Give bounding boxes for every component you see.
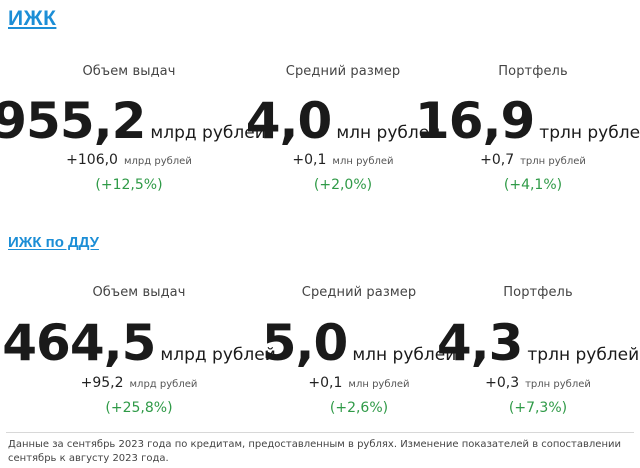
card-portfolio: Портфель 16,9 трлн рублей +0,7 трлн рубл… xyxy=(415,0,640,200)
delta-unit: млрд рублей xyxy=(123,156,192,167)
delta-value: +95,2 xyxy=(80,375,124,391)
main-value-row: 4,0 млн рублей xyxy=(246,96,441,146)
card-label: Портфель xyxy=(503,285,573,300)
delta-percent: (+2,6%) xyxy=(329,400,389,416)
main-value-row: 464,5 млрд рублей xyxy=(2,318,276,368)
delta-value: +0,3 xyxy=(485,375,520,391)
delta-unit: трлн рублей xyxy=(525,379,591,390)
delta-percent: (+25,8%) xyxy=(105,400,173,416)
delta-unit: млн рублей xyxy=(348,379,410,390)
main-unit: млрд рублей xyxy=(160,345,276,365)
card-label: Средний размер xyxy=(301,285,417,300)
delta-row: +0,1 млн рублей xyxy=(266,375,452,391)
main-unit: трлн рублей xyxy=(527,345,640,365)
footnote: Данные за сентябрь 2023 года по кредитам… xyxy=(8,439,621,464)
main-value-row: 4,3 трлн рублей xyxy=(436,314,640,372)
main-value-row: 16,9 трлн рублей xyxy=(415,96,640,146)
section-title-izhk-ddu[interactable]: ИЖК по ДДУ xyxy=(8,234,99,251)
delta-value: +0,7 xyxy=(480,152,515,168)
main-value-row: 955,2 млрд рублей xyxy=(0,92,266,150)
card-label: Средний размер xyxy=(285,64,401,79)
main-value: 5,0 xyxy=(261,314,349,372)
delta-row: +0,3 трлн рублей xyxy=(440,375,636,391)
delta-percent: (+2,0%) xyxy=(313,177,373,193)
delta-unit: млн рублей xyxy=(332,156,394,167)
delta-unit: млрд рублей xyxy=(129,379,198,390)
main-value: 4,0 xyxy=(245,92,333,150)
main-unit: млн рублей xyxy=(336,123,441,143)
card-average-size: Средний размер 4,0 млн рублей +0,1 млн р… xyxy=(246,0,441,200)
card-label: Портфель xyxy=(498,64,568,79)
delta-value: +106,0 xyxy=(66,152,118,168)
main-value: 955,2 xyxy=(0,92,146,150)
delta-value: +0,1 xyxy=(308,375,343,391)
card-portfolio-ddu: Портфель 4,3 трлн рублей +0,3 трлн рубле… xyxy=(436,0,640,420)
delta-unit: трлн рублей xyxy=(520,156,586,167)
card-average-size-ddu: Средний размер 5,0 млн рублей +0,1 млн р… xyxy=(262,0,457,420)
main-unit: млрд рублей xyxy=(150,123,266,143)
delta-row: +106,0 млрд рублей xyxy=(0,152,258,168)
delta-row: +0,1 млн рублей xyxy=(250,152,436,168)
main-unit: трлн рублей xyxy=(539,123,640,143)
main-value: 464,5 xyxy=(2,314,156,372)
delta-percent: (+4,1%) xyxy=(503,177,563,193)
card-issuance-volume: Объем выдач 955,2 млрд рублей +106,0 млр… xyxy=(0,0,266,200)
delta-row: +0,7 трлн рублей xyxy=(430,152,636,168)
card-label: Объем выдач xyxy=(82,64,176,79)
delta-value: +0,1 xyxy=(292,152,327,168)
main-value: 16,9 xyxy=(414,92,535,150)
section-title-izhk[interactable]: ИЖК xyxy=(8,7,57,30)
main-value: 4,3 xyxy=(436,314,524,372)
card-label: Объем выдач xyxy=(92,285,186,300)
delta-percent: (+12,5%) xyxy=(95,177,163,193)
delta-percent: (+7,3%) xyxy=(508,400,568,416)
main-unit: млн рублей xyxy=(352,345,457,365)
main-value-row: 5,0 млн рублей xyxy=(262,318,457,368)
delta-row: +95,2 млрд рублей xyxy=(8,375,270,391)
card-issuance-volume-ddu: Объем выдач 464,5 млрд рублей +95,2 млрд… xyxy=(2,0,276,420)
footnote-divider xyxy=(6,432,634,433)
